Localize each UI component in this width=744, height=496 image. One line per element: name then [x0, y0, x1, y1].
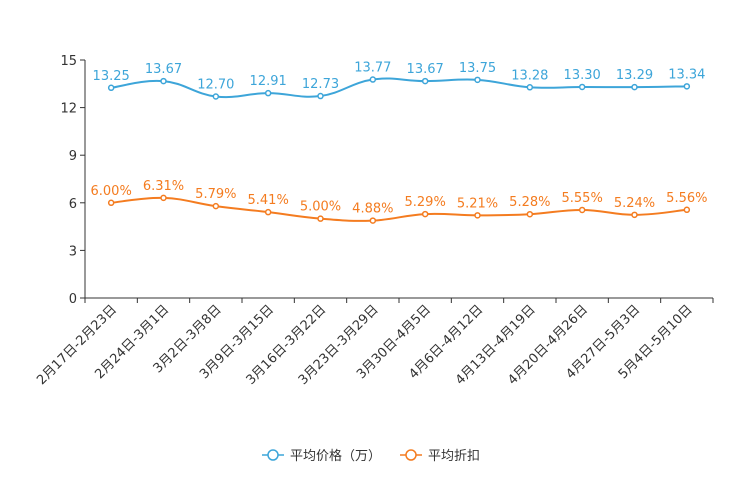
data-label: 13.75 — [459, 61, 496, 76]
legend-label: 平均价格（万） — [290, 448, 381, 464]
data-label: 12.91 — [250, 74, 287, 89]
data-point — [578, 83, 586, 91]
data-label: 5.55% — [562, 191, 603, 206]
chart-legend: 平均价格（万） 平均折扣 — [262, 448, 480, 464]
legend-marker — [267, 449, 279, 461]
data-label: 5.21% — [457, 196, 498, 211]
data-point — [526, 84, 534, 91]
series-line — [111, 196, 687, 222]
y-tick-label: 3 — [69, 244, 77, 259]
data-label: 13.77 — [354, 61, 391, 76]
data-point — [317, 215, 324, 222]
data-label: 13.30 — [564, 68, 601, 83]
y-tick-label: 15 — [60, 54, 77, 69]
data-label: 5.79% — [195, 187, 236, 202]
y-tick-label: 6 — [69, 197, 77, 212]
data-label: 5.28% — [509, 195, 550, 210]
data-point — [264, 89, 272, 97]
data-point — [683, 206, 691, 214]
legend-marker — [405, 449, 417, 461]
y-tick-label: 12 — [60, 102, 77, 117]
data-label: 5.41% — [248, 193, 289, 208]
data-point — [474, 76, 481, 84]
data-point — [631, 211, 638, 219]
data-label: 5.29% — [405, 195, 446, 210]
data-label: 4.88% — [352, 202, 393, 217]
data-point — [369, 217, 377, 224]
data-point — [160, 77, 167, 85]
data-label: 13.34 — [668, 67, 705, 82]
data-point — [317, 92, 324, 100]
data-label: 6.31% — [143, 179, 184, 194]
data-point — [369, 76, 377, 83]
data-point — [526, 210, 534, 218]
legend-label: 平均折扣 — [428, 449, 480, 464]
data-point — [421, 77, 429, 85]
series-line — [111, 77, 687, 99]
data-point — [212, 93, 220, 100]
chart-series: 13.25 13.67 12.70 12.91 12.73 13.77 13.67 13.75… — [91, 61, 707, 224]
data-point — [683, 83, 691, 90]
y-tick-label: 0 — [69, 292, 77, 307]
data-point — [578, 206, 586, 214]
data-point — [107, 199, 115, 207]
data-label: 5.24% — [614, 196, 655, 211]
data-point — [212, 202, 220, 210]
data-label: 5.00% — [300, 200, 341, 215]
data-label: 6.00% — [91, 184, 132, 199]
data-point — [421, 210, 429, 218]
y-tick-label: 9 — [69, 149, 77, 164]
data-point — [160, 194, 167, 202]
data-label: 13.67 — [145, 62, 182, 77]
data-label: 5.56% — [666, 191, 707, 206]
data-label: 13.67 — [407, 62, 444, 77]
data-label: 13.28 — [511, 68, 548, 83]
data-point — [264, 208, 272, 216]
data-point — [474, 212, 481, 219]
data-label: 13.25 — [93, 69, 130, 84]
data-point — [107, 84, 115, 92]
data-label: 12.70 — [197, 77, 234, 92]
data-label: 13.29 — [616, 68, 653, 83]
data-label: 12.73 — [302, 77, 339, 92]
data-point — [631, 83, 638, 91]
